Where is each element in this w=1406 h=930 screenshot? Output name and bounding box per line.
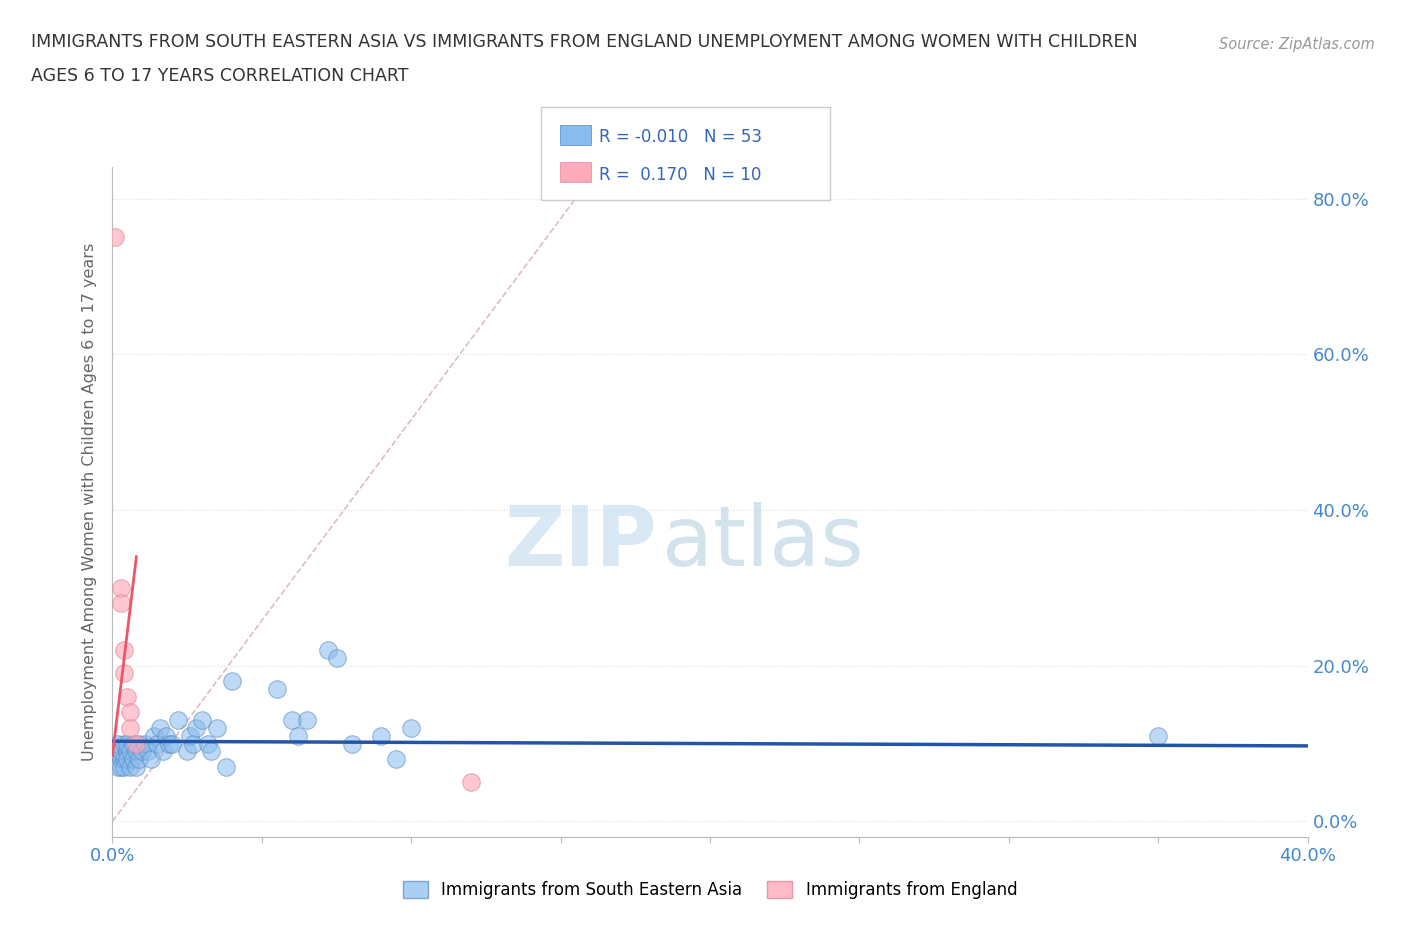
Point <box>114 643 135 658</box>
Point <box>110 751 132 766</box>
Text: AGES 6 TO 17 YEARS CORRELATION CHART: AGES 6 TO 17 YEARS CORRELATION CHART <box>31 67 408 85</box>
Point <box>117 744 139 759</box>
Point <box>162 737 183 751</box>
Point <box>1147 728 1170 743</box>
Point <box>110 744 132 759</box>
Point <box>125 737 148 751</box>
Point <box>340 737 363 751</box>
Point <box>149 721 172 736</box>
Point <box>197 737 219 751</box>
Point <box>107 737 129 751</box>
Point <box>104 744 127 759</box>
Text: Source: ZipAtlas.com: Source: ZipAtlas.com <box>1219 37 1375 52</box>
Point <box>128 737 150 751</box>
Point <box>401 721 423 736</box>
Text: R = -0.010   N = 53: R = -0.010 N = 53 <box>599 128 762 146</box>
Point <box>141 751 163 766</box>
Point <box>114 760 135 775</box>
Legend: Immigrants from South Eastern Asia, Immigrants from England: Immigrants from South Eastern Asia, Immi… <box>396 874 1024 906</box>
Point <box>128 751 150 766</box>
Point <box>117 689 139 704</box>
Point <box>143 728 166 743</box>
Point <box>120 744 142 759</box>
Point <box>200 744 222 759</box>
Point <box>114 751 135 766</box>
Point <box>114 737 135 751</box>
Point <box>110 580 132 595</box>
Point <box>176 744 198 759</box>
Point <box>120 705 142 720</box>
Point <box>131 744 153 759</box>
Point <box>120 721 142 736</box>
Point <box>122 751 145 766</box>
Text: IMMIGRANTS FROM SOUTH EASTERN ASIA VS IMMIGRANTS FROM ENGLAND UNEMPLOYMENT AMONG: IMMIGRANTS FROM SOUTH EASTERN ASIA VS IM… <box>31 33 1137 50</box>
Point <box>205 721 228 736</box>
Point <box>370 728 392 743</box>
Y-axis label: Unemployment Among Women with Children Ages 6 to 17 years: Unemployment Among Women with Children A… <box>82 243 97 762</box>
Point <box>157 737 180 751</box>
Point <box>460 775 482 790</box>
Point <box>146 737 169 751</box>
Point <box>287 728 309 743</box>
Point <box>325 650 347 665</box>
Text: R =  0.170   N = 10: R = 0.170 N = 10 <box>599 166 761 183</box>
Point <box>117 751 139 766</box>
Point <box>110 760 132 775</box>
Point <box>117 737 139 751</box>
Point <box>281 712 304 727</box>
Point <box>152 744 174 759</box>
Point <box>110 596 132 611</box>
Text: atlas: atlas <box>662 502 863 583</box>
Text: ZIP: ZIP <box>503 502 657 583</box>
Point <box>122 737 145 751</box>
Point <box>167 712 190 727</box>
Point <box>104 230 127 245</box>
Point <box>179 728 201 743</box>
Point <box>125 760 148 775</box>
Point <box>191 712 214 727</box>
Point <box>266 682 288 697</box>
Point <box>138 744 160 759</box>
Point <box>134 737 156 751</box>
Point <box>107 760 129 775</box>
Point <box>114 666 135 681</box>
Point <box>221 674 243 689</box>
Point <box>215 760 238 775</box>
Point <box>181 737 204 751</box>
Point <box>295 712 318 727</box>
Point <box>155 728 177 743</box>
Point <box>316 643 339 658</box>
Point <box>125 744 148 759</box>
Point <box>385 751 408 766</box>
Point <box>186 721 208 736</box>
Point <box>120 760 142 775</box>
